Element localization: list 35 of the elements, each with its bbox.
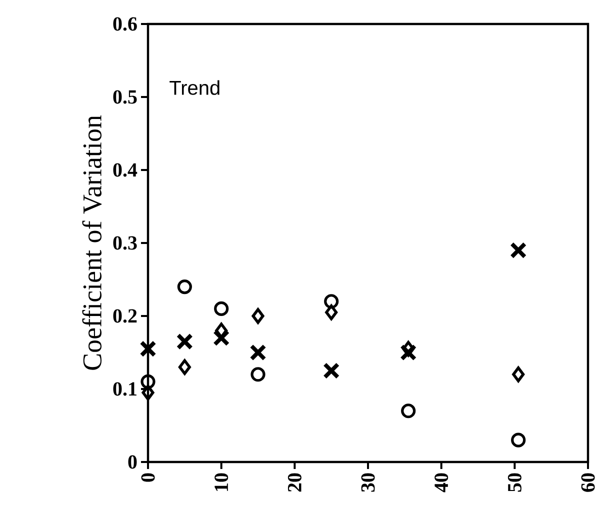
- point: [212, 330, 230, 346]
- point: [250, 367, 266, 382]
- x-tick-label: 20: [288, 473, 302, 492]
- point: [322, 362, 340, 380]
- x-tick-label: 30: [361, 473, 375, 492]
- point: [177, 279, 192, 294]
- point: [214, 301, 229, 316]
- point: [250, 344, 266, 361]
- x-tick-label: 50: [508, 473, 522, 492]
- point: [512, 366, 525, 382]
- y-tick-label: 0.6: [113, 17, 137, 31]
- y-tick-label: 0.2: [113, 309, 137, 323]
- point: [510, 242, 527, 259]
- y-tick-label: 0.3: [113, 236, 137, 250]
- x-tick-label: 0: [141, 473, 155, 482]
- y-tick-label: 0.5: [113, 90, 137, 104]
- point: [401, 404, 416, 418]
- y-axis-title: Coefficient of Variation: [82, 115, 102, 370]
- x-tick-label: 40: [434, 473, 448, 492]
- annotation: Trend: [170, 80, 220, 95]
- point: [140, 374, 156, 389]
- y-tick-label: 0.4: [113, 163, 138, 177]
- point: [511, 432, 526, 448]
- x-tick-label: 10: [214, 473, 228, 491]
- point: [178, 359, 191, 375]
- y-tick-label: 0.1: [113, 382, 136, 396]
- x-tick-label: 60: [581, 473, 595, 492]
- point: [176, 333, 194, 350]
- point: [325, 304, 338, 320]
- point: [140, 340, 156, 358]
- point: [252, 308, 264, 324]
- point: [142, 384, 154, 401]
- point: [400, 344, 417, 361]
- point: [324, 294, 339, 309]
- y-tick-label: 0: [128, 455, 137, 469]
